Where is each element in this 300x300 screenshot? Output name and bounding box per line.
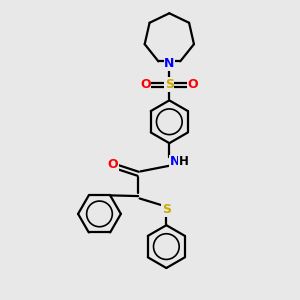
Text: S: S [162,203,171,216]
Text: O: O [107,158,118,171]
Text: O: O [140,78,151,91]
Text: H: H [178,155,188,168]
Text: O: O [188,78,198,91]
Text: N: N [164,57,175,70]
Text: S: S [165,78,174,91]
Text: N: N [169,155,180,168]
